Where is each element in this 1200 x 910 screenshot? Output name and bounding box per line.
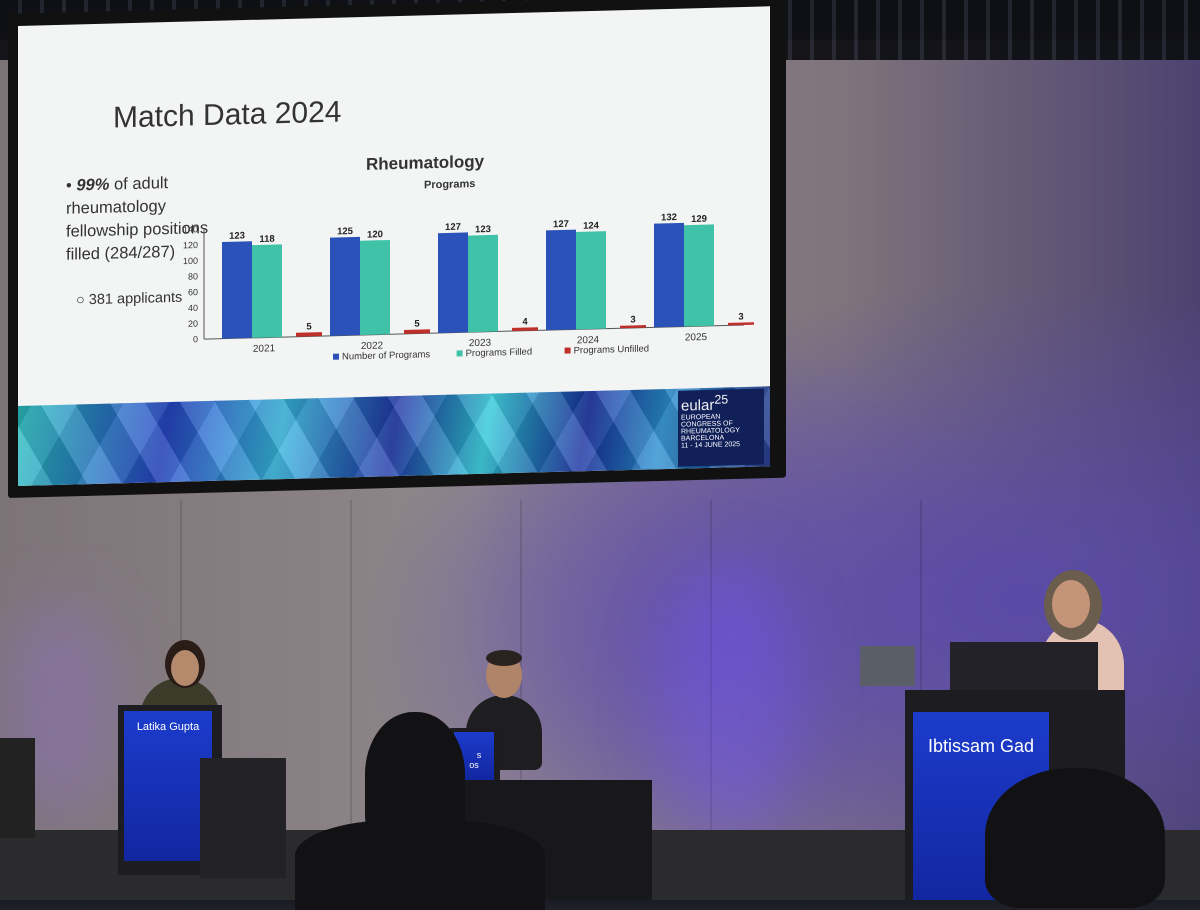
y-tick-label: 100 — [183, 256, 198, 266]
panelist-middle-hair — [486, 650, 522, 666]
panelist-left-face — [171, 650, 199, 686]
bar-programs-filled — [360, 239, 390, 336]
data-label: 5 — [414, 319, 420, 330]
legend-swatch — [333, 353, 339, 360]
bar-programs-filled — [684, 224, 714, 327]
slide-title: Match Data 2024 — [113, 95, 342, 135]
bar-programs-unfilled — [620, 325, 646, 329]
data-label: 123 — [475, 224, 491, 235]
bar-programs-unfilled — [296, 332, 322, 337]
data-label: 132 — [661, 212, 677, 223]
data-label: 124 — [583, 220, 600, 231]
data-label: 3 — [630, 314, 635, 325]
x-tick-label: 2023 — [469, 338, 492, 350]
desk-left — [200, 758, 286, 878]
bar-programs-filled — [252, 244, 282, 338]
y-tick-label: 20 — [188, 319, 198, 329]
speaker-right-face — [1052, 580, 1090, 628]
bar-number-of-programs — [330, 236, 360, 336]
y-tick-label: 60 — [188, 287, 198, 297]
stage-light-glow — [660, 560, 800, 840]
presentation-slide: Match Data 2024 • 99% of adult rheumatol… — [18, 6, 770, 486]
eular-year: 25 — [714, 392, 729, 407]
data-label: 125 — [337, 226, 354, 237]
x-tick-label: 2025 — [685, 332, 708, 344]
legend-label: Programs Unfilled — [574, 343, 649, 356]
name-sign-left: Latika Gupta — [124, 711, 212, 861]
eular-logo: eular25 EUROPEAN CONGRESS OF RHEUMATOLOG… — [678, 388, 764, 467]
x-tick-label: 2022 — [361, 340, 384, 352]
data-label: 5 — [306, 321, 312, 332]
wall-seam — [920, 500, 922, 840]
x-tick-label: 2021 — [253, 343, 276, 355]
data-label: 129 — [691, 214, 707, 225]
name-sign-left-text: Latika Gupta — [136, 721, 200, 733]
bar-number-of-programs — [222, 241, 252, 339]
data-label: 123 — [229, 230, 245, 241]
bar-number-of-programs — [654, 222, 684, 328]
data-label: 118 — [259, 234, 274, 245]
legend-label: Programs Filled — [466, 347, 533, 360]
bar-number-of-programs — [546, 229, 576, 331]
side-table — [0, 738, 35, 838]
eular-dates: 11 - 14 JUNE 2025 — [681, 441, 741, 450]
y-tick-label: 140 — [183, 224, 198, 234]
y-tick-label: 40 — [188, 303, 198, 313]
chart-subtitle: Programs — [424, 178, 476, 192]
wall-seam — [350, 500, 352, 840]
x-tick-label: 2024 — [577, 335, 600, 347]
y-tick-label: 120 — [183, 240, 198, 250]
data-label: 127 — [445, 222, 461, 233]
wall-seam — [710, 500, 712, 840]
speaker-monitor — [950, 642, 1098, 692]
data-label: 127 — [553, 219, 569, 230]
y-tick-label: 80 — [188, 271, 198, 281]
name-sign-middle-text: s os — [469, 750, 482, 770]
data-label: 3 — [738, 311, 743, 322]
chart-title: Rheumatology — [366, 151, 485, 174]
eular-congress-name: EUROPEAN CONGRESS OF RHEUMATOLOGY — [681, 413, 740, 436]
bar-number-of-programs — [438, 232, 468, 334]
name-sign-right-text: Ibtissam Gad — [927, 736, 1035, 756]
data-label: 120 — [367, 229, 383, 240]
data-label: 4 — [522, 316, 528, 327]
audience-member-shoulders — [295, 820, 545, 910]
legend-swatch — [564, 347, 571, 354]
audience-member-head-right — [985, 768, 1165, 908]
eular-brand: eular — [681, 396, 715, 415]
bar-programs-filled — [468, 234, 498, 333]
y-tick-label: 0 — [193, 334, 198, 344]
legend-swatch — [456, 350, 463, 357]
bar-programs-unfilled — [728, 322, 754, 326]
bar-programs-unfilled — [404, 329, 430, 334]
bar-programs-unfilled — [512, 327, 538, 332]
legend-label: Number of Programs — [342, 349, 430, 362]
speaker-tablet — [860, 646, 915, 686]
bar-programs-filled — [576, 231, 606, 330]
rheumatology-bar-chart: 0 20 40 60 80 100 120 140 123 118 5 2021 125 120 5 2022… — [183, 212, 754, 363]
bullet-percentage: 99% — [76, 175, 110, 195]
